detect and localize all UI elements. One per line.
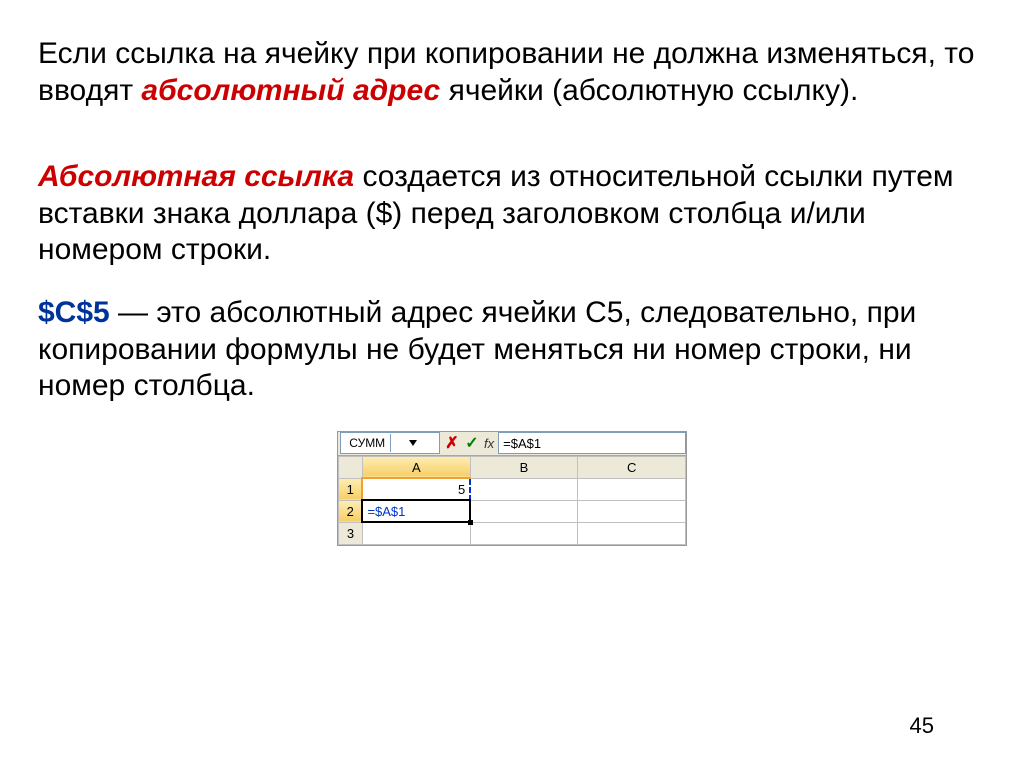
emphasis-absolute-address: абсолютный адрес <box>141 74 440 107</box>
paragraph-1: Если ссылка на ячейку при копировании не… <box>38 36 986 109</box>
cell-b2[interactable] <box>470 500 578 522</box>
paragraph-3: $C$5 — это абсолютный адрес ячейки С5, с… <box>38 295 986 405</box>
row-header-3[interactable]: 3 <box>339 522 363 544</box>
row-header-2[interactable]: 2 <box>339 500 363 522</box>
col-header-c[interactable]: C <box>578 456 686 478</box>
name-box-value: СУММ <box>345 436 390 450</box>
enter-icon[interactable]: ✓ <box>462 433 482 453</box>
cell-a1[interactable]: 5 <box>362 478 470 500</box>
cell-b3[interactable] <box>470 522 578 544</box>
formula-value: =$A$1 <box>503 436 541 451</box>
text: ячейки (абсолютную ссылку). <box>440 74 858 107</box>
excel-snippet: СУММ ✗ ✓ fx =$A$1 A B C 1 5 2 =$A$1 <box>337 431 687 546</box>
formula-bar: СУММ ✗ ✓ fx =$A$1 <box>338 432 686 456</box>
cell-c2[interactable] <box>578 500 686 522</box>
cell-b1[interactable] <box>470 478 578 500</box>
emphasis-absolute-reference: Абсолютная ссылка <box>38 160 354 193</box>
row-header-1[interactable]: 1 <box>339 478 363 500</box>
spreadsheet-grid: A B C 1 5 2 =$A$1 3 <box>338 456 686 545</box>
code-c5: $C$5 <box>38 296 110 329</box>
text: — это абсолютный адрес ячейки С5, следов… <box>38 296 916 402</box>
col-header-b[interactable]: B <box>470 456 578 478</box>
col-header-a[interactable]: A <box>362 456 470 478</box>
name-box[interactable]: СУММ <box>340 432 440 454</box>
cancel-icon[interactable]: ✗ <box>442 433 462 453</box>
paragraph-2: Абсолютная ссылка создается из относител… <box>38 159 986 269</box>
cell-a3[interactable] <box>362 522 470 544</box>
select-all-corner[interactable] <box>339 456 363 478</box>
fx-icon[interactable]: fx <box>484 436 494 451</box>
page-number: 45 <box>910 713 934 739</box>
formula-input[interactable]: =$A$1 <box>498 432 686 454</box>
dropdown-icon[interactable] <box>390 434 436 452</box>
cell-a2[interactable]: =$A$1 <box>362 500 470 522</box>
cell-c1[interactable] <box>578 478 686 500</box>
cell-c3[interactable] <box>578 522 686 544</box>
